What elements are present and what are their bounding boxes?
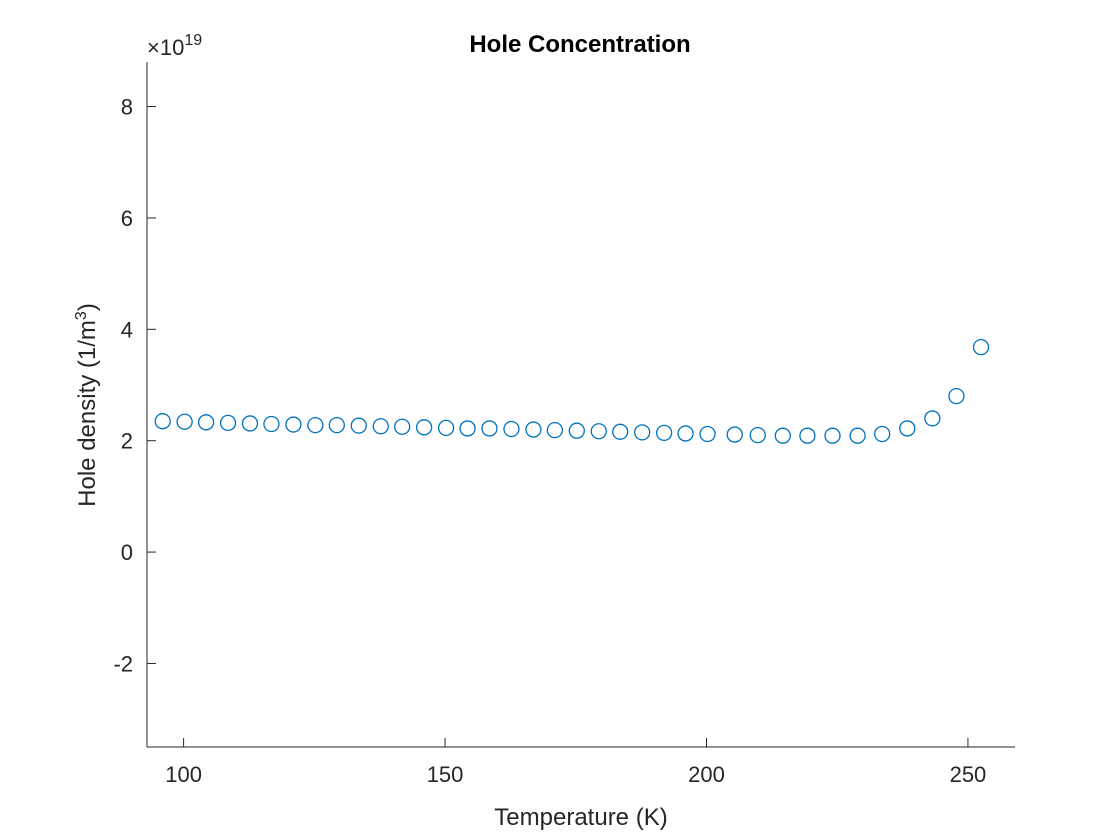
data-point xyxy=(154,413,171,430)
data-point xyxy=(948,387,965,405)
data-point xyxy=(307,416,324,434)
data-point xyxy=(699,425,716,443)
data-point xyxy=(924,410,941,427)
data-point xyxy=(849,427,866,444)
data-point xyxy=(394,418,411,435)
data-point xyxy=(285,416,302,433)
data-point xyxy=(799,427,816,444)
data-point xyxy=(972,338,990,356)
data-point xyxy=(525,421,542,438)
x-axis-title: Temperature (K) xyxy=(494,804,667,831)
data-point xyxy=(197,414,215,431)
data-point xyxy=(749,426,766,444)
data-point xyxy=(415,419,433,436)
data-point xyxy=(874,425,891,443)
data-point xyxy=(241,415,259,432)
data-point xyxy=(176,413,193,430)
y-axis-title: Hole density (1/m3) xyxy=(73,303,101,507)
axes xyxy=(146,62,1015,748)
chart-title: Hole Concentration xyxy=(469,31,690,58)
y-tick-label: 2 xyxy=(121,429,133,454)
y-ticks: -2 0 2 4 6 8 xyxy=(113,95,156,676)
y-exponent-power: 19 xyxy=(184,32,202,49)
y-tick-label: 0 xyxy=(121,540,133,565)
data-point xyxy=(634,424,651,441)
x-tick-label: 100 xyxy=(165,762,202,787)
x-ticks: 100 150 200 250 xyxy=(165,738,986,787)
y-axis-title-prefix: Hole density (1/m xyxy=(74,320,101,507)
data-point xyxy=(219,414,237,432)
data-point xyxy=(612,423,629,440)
data-series xyxy=(154,338,990,444)
y-tick-label: 4 xyxy=(121,317,133,342)
data-point xyxy=(568,422,585,439)
data-point xyxy=(372,418,389,435)
data-point xyxy=(677,425,694,442)
y-axis-exponent-label: ×1019 xyxy=(147,32,202,60)
data-point xyxy=(774,427,791,444)
data-point xyxy=(726,426,743,443)
data-point xyxy=(503,420,520,438)
y-tick-label: -2 xyxy=(113,651,133,676)
svg-text:×1019: ×1019 xyxy=(147,32,202,60)
data-point xyxy=(655,424,673,442)
y-tick-label: 6 xyxy=(121,206,133,231)
data-point xyxy=(350,417,367,434)
y-exponent-base: ×10 xyxy=(147,35,184,60)
x-tick-label: 150 xyxy=(427,762,464,787)
data-point xyxy=(481,420,498,437)
y-tick-label: 8 xyxy=(121,95,133,120)
x-tick-label: 250 xyxy=(950,762,987,787)
y-axis-title-suffix: ) xyxy=(74,303,101,311)
data-point xyxy=(263,415,280,433)
data-point xyxy=(899,420,916,437)
data-point xyxy=(459,420,476,437)
data-point xyxy=(437,419,455,437)
data-point xyxy=(824,427,841,444)
data-point xyxy=(546,421,564,439)
data-point xyxy=(590,423,607,440)
data-point xyxy=(328,416,345,434)
x-tick-label: 200 xyxy=(688,762,725,787)
y-axis-title-superscript: 3 xyxy=(73,311,90,320)
